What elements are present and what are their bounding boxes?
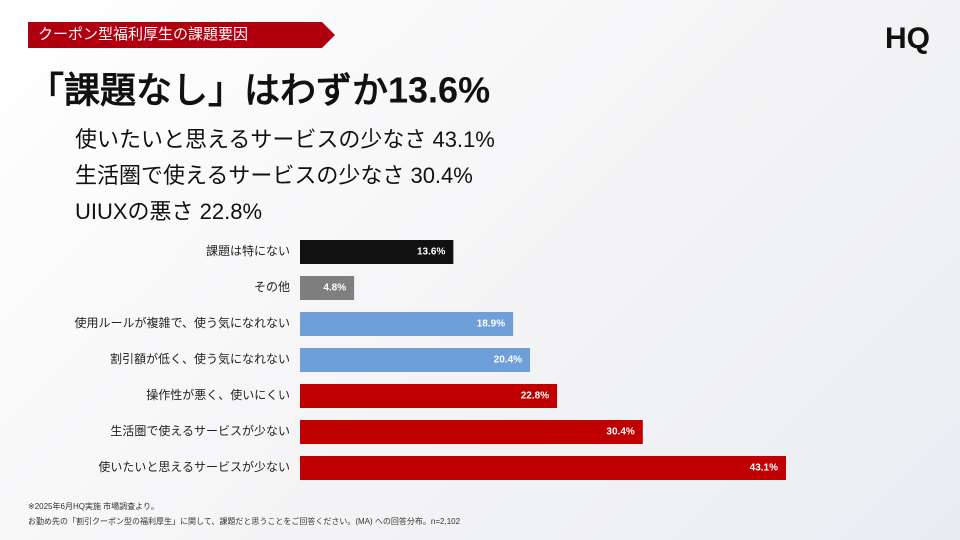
- point: 生活圏で使えるサービスの少なさ 30.4%: [75, 163, 473, 188]
- value-label: 18.9%: [477, 319, 505, 330]
- category-label: 割引額が低く、使う気になれない: [110, 351, 290, 366]
- category-label: 使いたいと思えるサービスが少ない: [98, 459, 290, 474]
- value-label: 43.1%: [750, 463, 778, 474]
- category-label: その他: [254, 280, 290, 294]
- category-label: 操作性が悪く、使いにくい: [146, 387, 290, 402]
- headline: 「課題なし」はわずか13.6%: [28, 70, 490, 111]
- value-label: 4.8%: [323, 283, 346, 294]
- point: UIUXの悪さ 22.8%: [75, 199, 262, 224]
- note: ※2025年6月HQ実施 市場調査より。: [28, 501, 159, 511]
- logo: HQ: [885, 22, 930, 55]
- category-label: 使用ルールが複雑で、使う気になれない: [74, 315, 290, 330]
- category-label: 課題は特にない: [206, 243, 290, 258]
- tag-bg: [28, 22, 335, 48]
- value-label: 13.6%: [417, 247, 445, 258]
- bar: [300, 456, 786, 480]
- tag: クーポン型福利厚生の課題要因: [38, 26, 248, 43]
- bar: [300, 240, 454, 264]
- bar: [300, 276, 355, 300]
- bar: [300, 420, 643, 444]
- point: 使いたいと思えるサービスの少なさ 43.1%: [75, 127, 495, 152]
- value-label: 20.4%: [494, 355, 522, 366]
- bar: [300, 312, 514, 336]
- category-label: 生活圏で使えるサービスが少ない: [110, 423, 290, 438]
- bar: [300, 348, 531, 372]
- value-label: 22.8%: [521, 391, 549, 402]
- note: お勤め先の「割引クーポン型の福利厚生」に関して、課題だと思うことをご回答ください…: [28, 516, 461, 526]
- value-label: 30.4%: [606, 427, 634, 438]
- bar: [300, 384, 558, 408]
